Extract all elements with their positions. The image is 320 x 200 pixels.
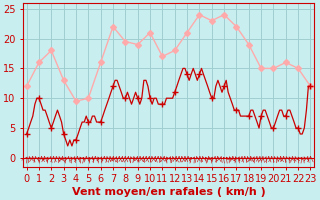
X-axis label: Vent moyen/en rafales ( km/h ): Vent moyen/en rafales ( km/h ) [72, 187, 265, 197]
